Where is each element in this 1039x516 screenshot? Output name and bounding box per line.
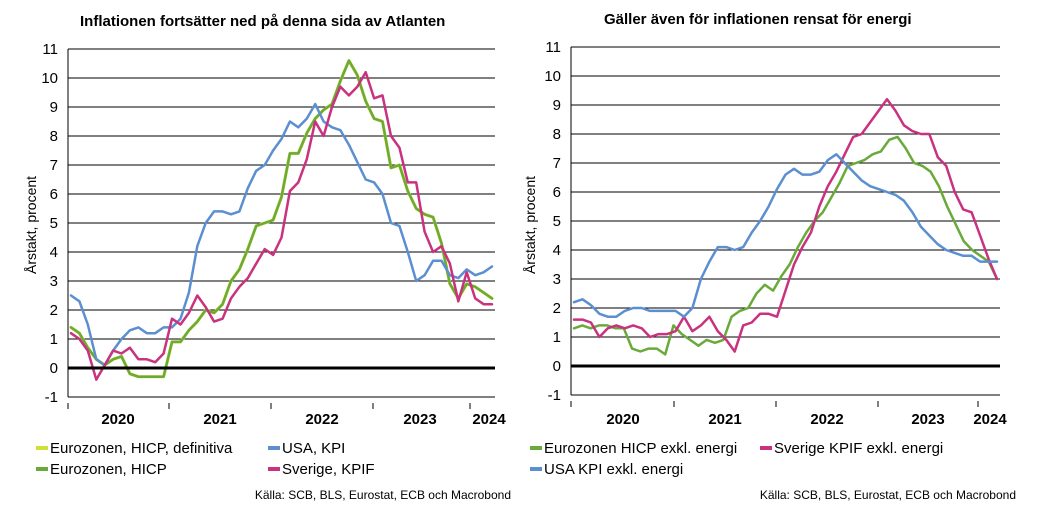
series-lines: [572, 97, 999, 356]
x-tick-label: 2023: [403, 411, 436, 428]
x-tick-label: 2020: [606, 411, 639, 428]
y-tick-label: 7: [50, 157, 58, 174]
y-tick-label: 9: [553, 97, 561, 114]
x-tick-label: 2024: [973, 411, 1007, 428]
chart-panel-1: Inflationen fortsätter ned på denna sida…: [23, 13, 511, 502]
y-tick-label: 4: [553, 242, 561, 259]
chart-title: Gäller även för inflationen rensat för e…: [604, 11, 912, 28]
legend-label: USA, KPI: [282, 440, 345, 457]
chart-panel-2: Gäller även för inflationen rensat för e…: [522, 11, 1016, 502]
y-tick-label: 11: [545, 39, 561, 56]
y-tick-label: 1: [553, 329, 561, 346]
y-tick-label: 1: [50, 331, 58, 348]
y-tick-label: 0: [553, 358, 561, 375]
x-tick-label: 2020: [101, 411, 134, 428]
y-tick-label: 2: [50, 302, 58, 319]
y-tick-label: 5: [553, 213, 561, 230]
series-line-1: [572, 135, 999, 356]
y-tick-label: 7: [553, 155, 561, 172]
y-tick-label: 6: [553, 184, 561, 201]
y-axis-label: Årstakt, procent: [522, 176, 538, 274]
legend: Eurozonen HICP exkl. energi Sverige KPIF …: [530, 440, 943, 478]
series-line-4: [69, 70, 494, 381]
x-tick-label: 2022: [305, 411, 338, 428]
legend-label: Eurozonen, HICP: [50, 461, 167, 478]
x-tick-label: 2021: [708, 411, 741, 428]
y-tick-label: -1: [548, 387, 561, 404]
series-line-3: [572, 153, 999, 318]
y-tick-label: 3: [50, 273, 58, 290]
gridlines: [68, 48, 495, 398]
y-tick-label: -1: [45, 389, 58, 406]
y-tick-label: 2: [553, 300, 561, 317]
y-tick-label: 4: [50, 244, 58, 261]
legend-label: Eurozonen, HICP, definitiva: [50, 440, 233, 457]
y-tick-label: 3: [553, 271, 561, 288]
y-axis-label: Årstakt, procent: [23, 176, 39, 274]
y-tick-label: 0: [50, 360, 58, 377]
x-tick-label: 2023: [911, 411, 944, 428]
x-tick-label: 2022: [810, 411, 843, 428]
source-note: Källa: SCB, BLS, Eurostat, ECB och Macro…: [255, 488, 511, 502]
legend-label: Sverige, KPIF: [282, 461, 375, 478]
chart-title: Inflationen fortsätter ned på denna sida…: [80, 13, 445, 30]
x-tick-label: 2021: [203, 411, 236, 428]
source-note: Källa: SCB, BLS, Eurostat, ECB och Macro…: [760, 488, 1016, 502]
series-lines: [69, 58, 494, 381]
y-tick-label: 9: [50, 99, 58, 116]
y-tick-label: 8: [553, 126, 561, 143]
y-tick-label: 11: [42, 41, 58, 58]
y-tick-label: 6: [50, 186, 58, 203]
y-tick-label: 10: [544, 68, 561, 85]
gridlines: [571, 46, 1000, 396]
series-line-3: [69, 102, 494, 367]
legend: Eurozonen, HICP, definitiva Eurozonen, HI…: [36, 440, 375, 478]
y-tick-label: 8: [50, 128, 58, 145]
series-line-2: [572, 97, 999, 353]
legend-label: Eurozonen HICP exkl. energi: [544, 440, 737, 457]
y-tick-label: 10: [41, 70, 58, 87]
x-tick-label: 2024: [472, 411, 506, 428]
legend-label: USA KPI exkl. energi: [544, 461, 683, 478]
legend-label: Sverige KPIF exkl. energi: [774, 440, 943, 457]
y-tick-label: 5: [50, 215, 58, 232]
